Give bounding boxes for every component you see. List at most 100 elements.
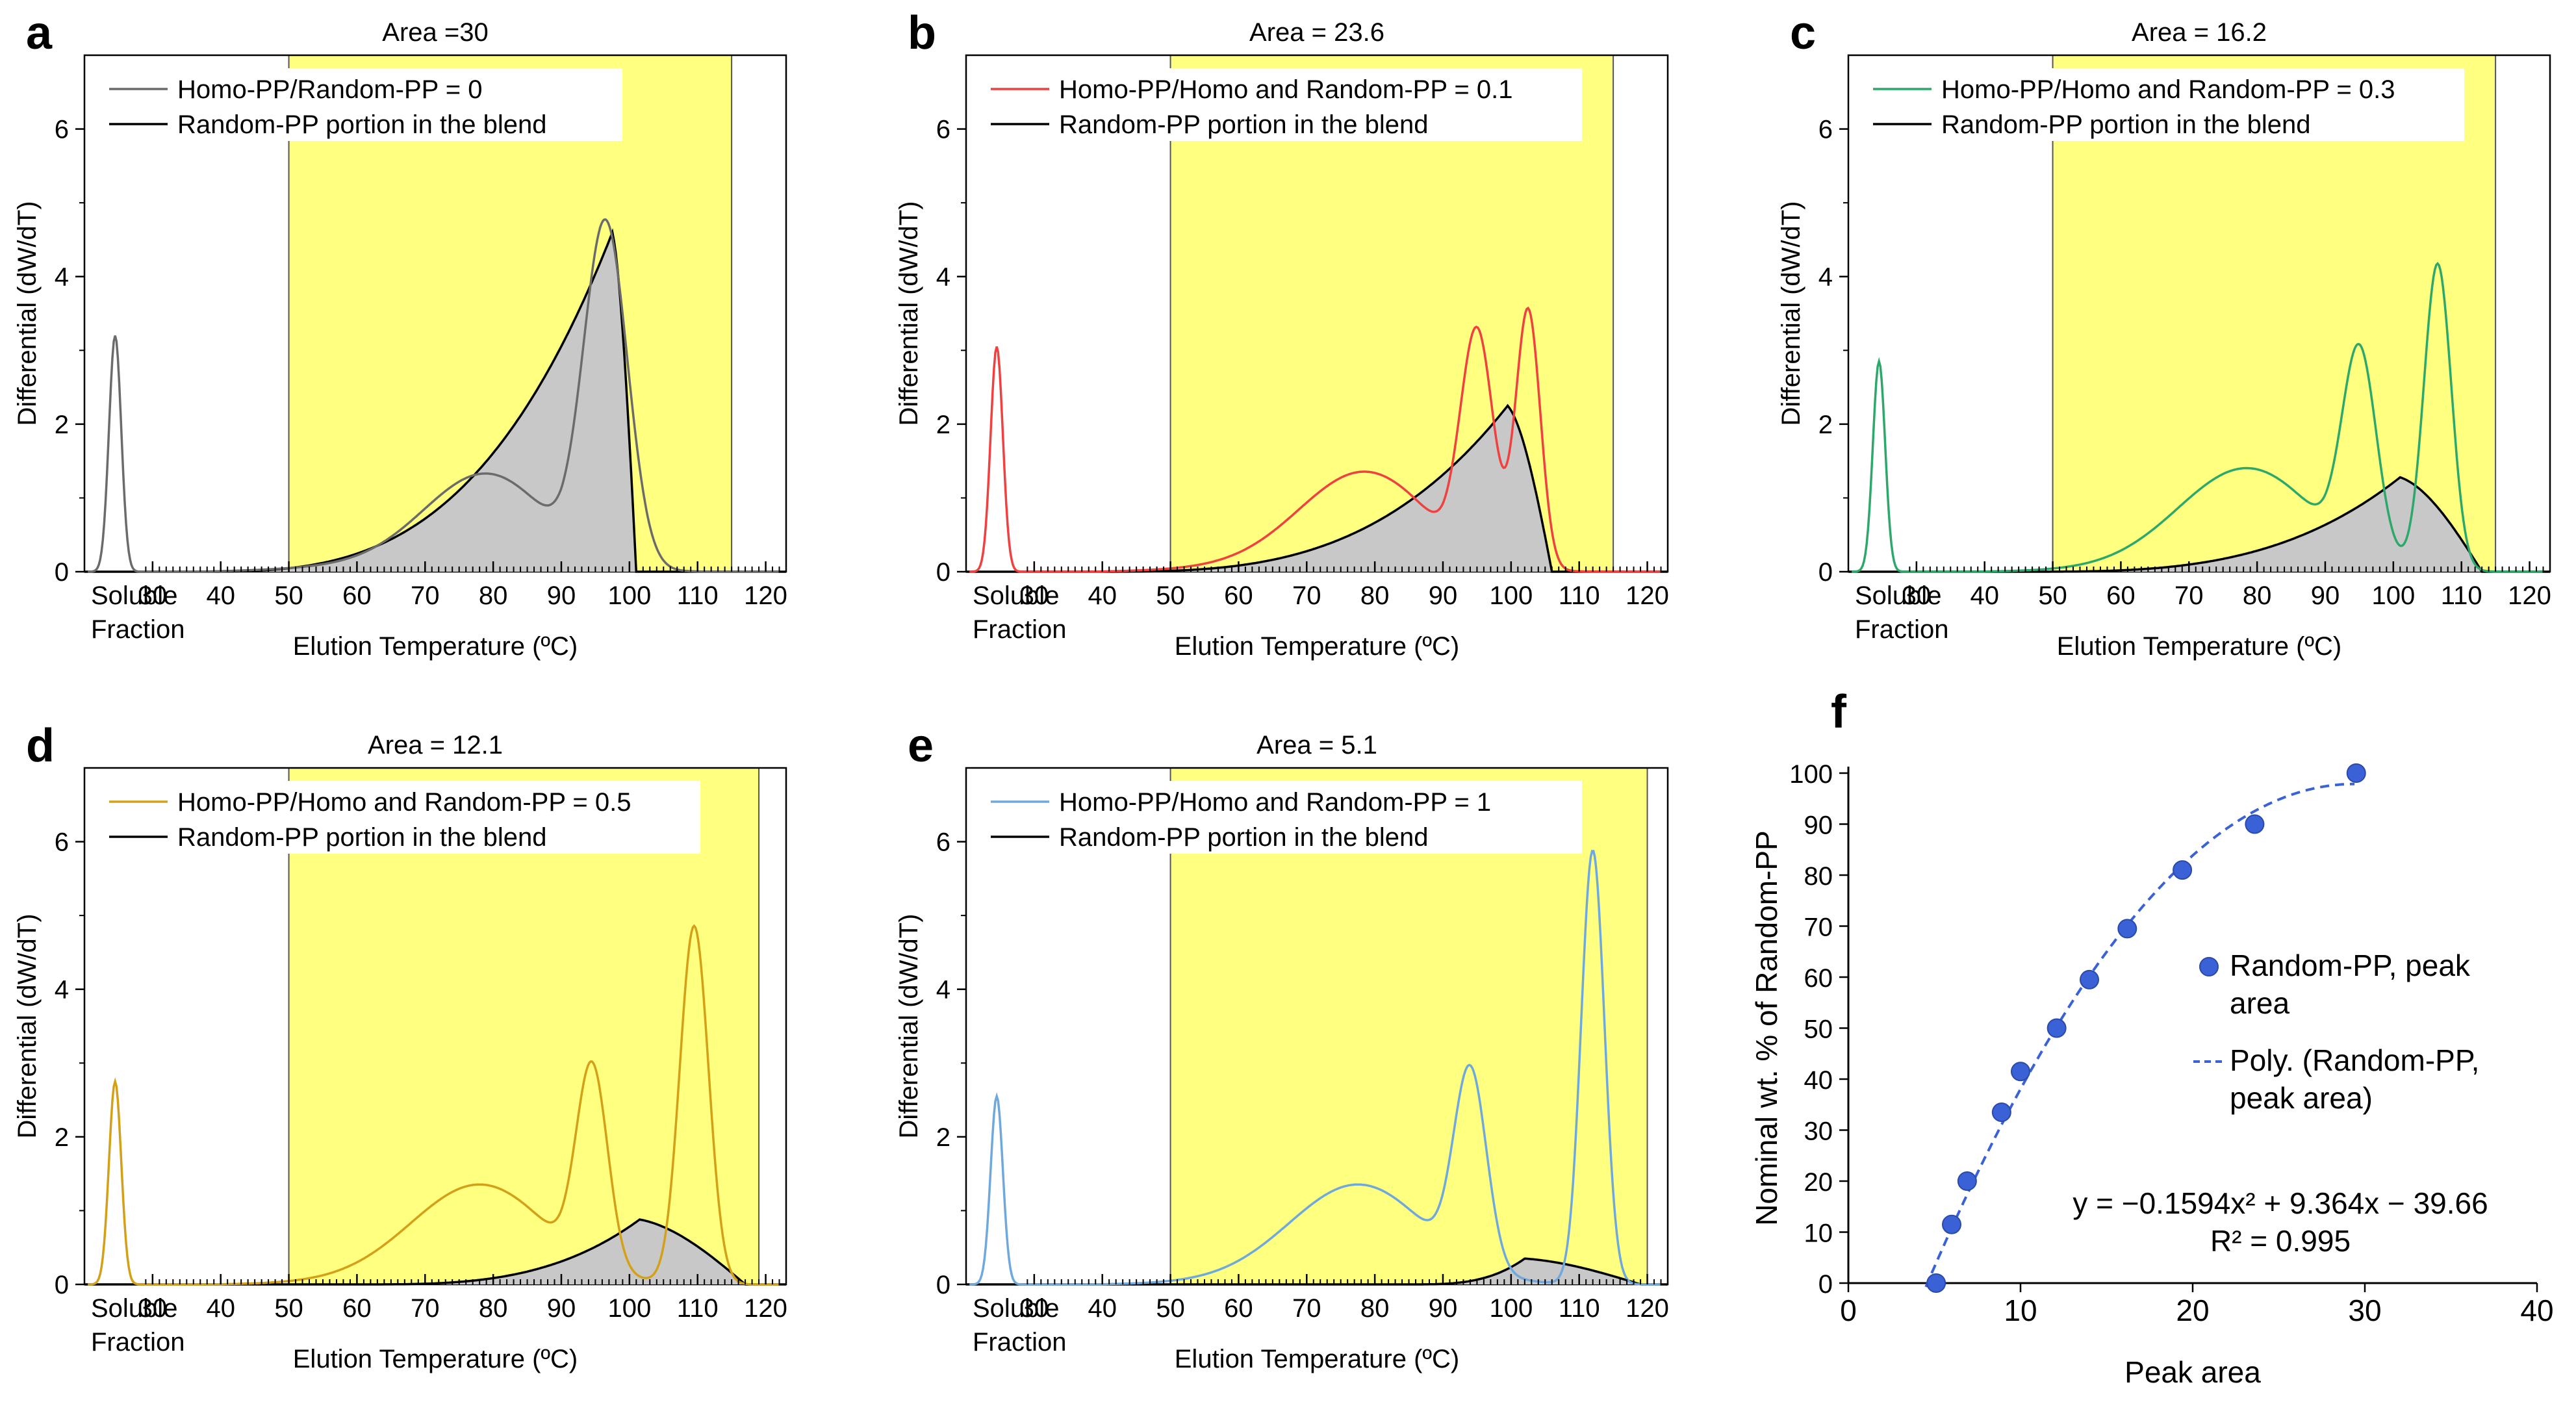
x-axis-label: Elution Temperature (ºC) — [293, 1345, 578, 1373]
y-tick-label: 40 — [1804, 1066, 1833, 1095]
panel-title: Area = 5.1 — [1256, 731, 1377, 759]
soluble-label: Soluble — [91, 1294, 177, 1323]
highlight-window — [2052, 55, 2497, 572]
x-tick-label: 90 — [1429, 1294, 1458, 1323]
x-tick-label: 100 — [607, 581, 651, 610]
legend-line-label: peak area) — [2230, 1081, 2373, 1115]
x-tick-label: 50 — [1156, 1294, 1185, 1323]
blend-line — [88, 924, 779, 1286]
legend-label-blend: Homo-PP/Homo and Random-PP = 1 — [1059, 788, 1491, 817]
x-tick-label: 60 — [342, 1294, 372, 1323]
data-point — [2245, 814, 2265, 834]
data-point — [1942, 1214, 1961, 1234]
x-tick-label: 50 — [1156, 581, 1185, 610]
y-axis-label: Nominal wt. % of Random-PP — [1750, 830, 1783, 1225]
x-tick-label: 40 — [1088, 581, 1117, 610]
x-tick-label: 120 — [1626, 581, 1669, 610]
legend-box — [984, 68, 1582, 141]
x-tick-label: 110 — [677, 581, 719, 610]
x-tick-label: 120 — [744, 581, 787, 610]
x-tick-label: 70 — [1292, 581, 1321, 610]
x-tick-label: 80 — [2243, 581, 2272, 610]
y-axis-label: Differential (dW/dT) — [895, 913, 923, 1138]
x-tick-label: 70 — [1292, 1294, 1321, 1323]
x-tick-label: 30 — [1020, 581, 1049, 610]
x-tick-label: 30 — [138, 581, 168, 610]
panel-d: 30 40 50 60 70 80 90 100 110 120 0 2 4 6 Soluble Fracti… — [13, 720, 787, 1373]
x-tick-label: 40 — [1088, 1294, 1117, 1323]
y-tick-label: 60 — [1804, 964, 1833, 993]
panel-c: 30 40 50 60 70 80 90 100 110 120 0 2 4 6 Soluble Fracti… — [1777, 7, 2551, 661]
y-tick-label: 6 — [55, 828, 69, 857]
legend-label-blend: Homo-PP/Random-PP = 0 — [177, 75, 482, 104]
x-tick-label: 60 — [342, 581, 372, 610]
legend-box — [984, 781, 1582, 854]
y-tick-label: 0 — [55, 558, 69, 587]
y-tick-label: 4 — [55, 976, 69, 1004]
data-point — [2117, 919, 2137, 939]
legend-box — [103, 68, 622, 141]
legend-label-blend: Homo-PP/Homo and Random-PP = 0.1 — [1059, 75, 1513, 104]
x-tick-label: 40 — [206, 581, 235, 610]
x-axis-label: Elution Temperature (ºC) — [2057, 632, 2342, 661]
y-tick-label: 6 — [936, 116, 950, 144]
legend-box — [103, 781, 700, 854]
x-tick-label: 120 — [1626, 1294, 1669, 1323]
data-point — [1991, 1102, 2011, 1123]
highlight-window — [288, 767, 760, 1285]
soluble-label: Fraction — [91, 1328, 185, 1357]
data-point — [2346, 763, 2366, 783]
x-tick-label: 80 — [479, 1294, 508, 1323]
x-tick-label: 50 — [274, 581, 303, 610]
panel-letter: d — [26, 720, 55, 772]
y-tick-label: 4 — [936, 263, 950, 292]
legend-label-random: Random-PP portion in the blend — [1059, 823, 1429, 852]
y-tick-label: 0 — [55, 1271, 69, 1299]
legend-label-blend: Homo-PP/Homo and Random-PP = 0.3 — [1941, 75, 2395, 104]
data-point — [2047, 1018, 2067, 1038]
x-axis-label: Elution Temperature (ºC) — [293, 632, 578, 661]
fit-r2: R² = 0.995 — [2210, 1224, 2351, 1258]
y-tick-label: 6 — [55, 116, 69, 144]
x-tick-label: 100 — [2371, 581, 2415, 610]
y-tick-label: 90 — [1804, 811, 1833, 840]
data-point — [2080, 969, 2099, 989]
soluble-label: Fraction — [91, 615, 185, 644]
x-tick-label: 20 — [2176, 1294, 2209, 1327]
x-tick-label: 110 — [1559, 1294, 1600, 1323]
x-tick-label: 110 — [677, 1294, 719, 1323]
random-pp-area — [966, 405, 1668, 572]
y-tick-label: 0 — [1818, 558, 1833, 587]
random-pp-area — [84, 232, 786, 572]
data-point — [2173, 860, 2193, 880]
y-tick-label: 4 — [936, 976, 950, 1004]
y-tick-label: 6 — [1818, 116, 1833, 144]
panel-f: 0 10 20 30 40 50 60 70 80 90 100 0 10 20 30 40 Random-PP… — [1750, 686, 2554, 1389]
panel-e: 30 40 50 60 70 80 90 100 110 120 0 2 4 6 Soluble Fracti… — [895, 720, 1669, 1373]
x-tick-label: 110 — [2441, 581, 2482, 610]
x-tick-label: 30 — [1020, 1294, 1049, 1323]
x-axis-label: Elution Temperature (ºC) — [1175, 1345, 1460, 1373]
panel-letter: b — [908, 7, 936, 59]
x-tick-label: 40 — [206, 1294, 235, 1323]
y-tick-label: 2 — [55, 411, 69, 439]
y-axis-label: Differential (dW/dT) — [1777, 201, 1805, 426]
random-pp-area — [1848, 477, 2550, 572]
highlight-window — [1169, 55, 1614, 572]
y-axis-label: Differential (dW/dT) — [13, 913, 42, 1138]
highlight-window — [1169, 767, 1648, 1285]
y-tick-label: 2 — [936, 411, 950, 439]
soluble-label: Soluble — [973, 581, 1059, 610]
x-tick-label: 60 — [1224, 1294, 1253, 1323]
y-tick-label: 70 — [1804, 913, 1833, 942]
x-tick-label: 80 — [1360, 581, 1390, 610]
y-tick-label: 4 — [55, 263, 69, 292]
x-tick-label: 100 — [607, 1294, 651, 1323]
x-tick-label: 80 — [1360, 1294, 1390, 1323]
x-tick-label: 100 — [1489, 581, 1533, 610]
x-axis-label: Peak area — [2124, 1355, 2261, 1389]
y-axis-label: Differential (dW/dT) — [895, 201, 923, 426]
y-tick-label: 0 — [1818, 1270, 1833, 1299]
y-tick-label: 4 — [1818, 263, 1833, 292]
fit-equation: y = −0.1594x² + 9.364x − 39.66 — [2072, 1186, 2488, 1220]
